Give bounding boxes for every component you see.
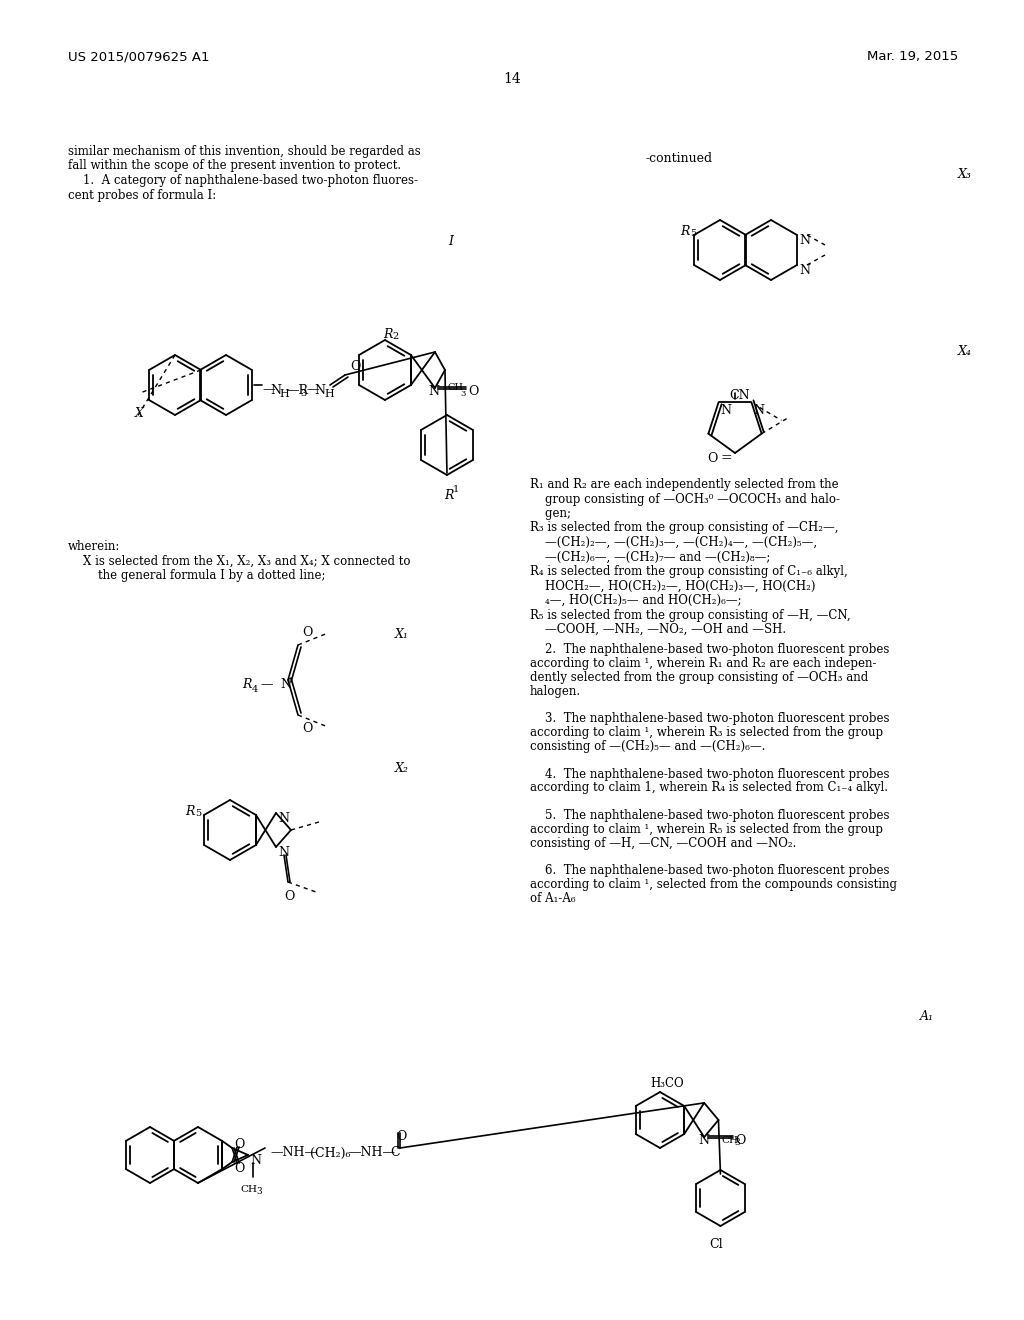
Text: ₄—, HO(CH₂)₅— and HO(CH₂)₆—;: ₄—, HO(CH₂)₅— and HO(CH₂)₆—; — [530, 594, 741, 607]
Text: 2.  The naphthalene-based two-photon fluorescent probes: 2. The naphthalene-based two-photon fluo… — [530, 644, 890, 656]
Text: 5: 5 — [195, 809, 201, 818]
Text: N: N — [270, 384, 281, 396]
Text: C: C — [390, 1147, 399, 1159]
Text: O: O — [350, 360, 360, 374]
Text: H: H — [324, 389, 334, 399]
Text: H: H — [279, 389, 289, 399]
Text: 2: 2 — [392, 333, 398, 341]
Text: 1.  A category of naphthalene-based two-photon fluores-: 1. A category of naphthalene-based two-p… — [68, 174, 418, 187]
Text: R₄ is selected from the group consisting of C₁₋₆ alkyl,: R₄ is selected from the group consisting… — [530, 565, 848, 578]
Text: consisting of —H, —CN, —COOH and —NO₂.: consisting of —H, —CN, —COOH and —NO₂. — [530, 837, 797, 850]
Text: —COOH, —NH₂, —NO₂, —OH and —SH.: —COOH, —NH₂, —NO₂, —OH and —SH. — [530, 623, 786, 636]
Text: N: N — [280, 678, 291, 692]
Text: group consisting of —OCH₃⁰ —OCOCH₃ and halo-: group consisting of —OCH₃⁰ —OCOCH₃ and h… — [530, 492, 840, 506]
Text: X₄: X₄ — [958, 345, 972, 358]
Text: —: — — [306, 384, 318, 396]
Text: O: O — [302, 627, 312, 639]
Text: the general formula I by a dotted line;: the general formula I by a dotted line; — [68, 569, 326, 582]
Text: according to claim ¹, wherein R₅ is selected from the group: according to claim ¹, wherein R₅ is sele… — [530, 822, 883, 836]
Text: —(CH₂)₂—, —(CH₂)₃—, —(CH₂)₄—, —(CH₂)₅—,: —(CH₂)₂—, —(CH₂)₃—, —(CH₂)₄—, —(CH₂)₅—, — [530, 536, 817, 549]
Text: 3: 3 — [256, 1187, 261, 1196]
Text: =: = — [720, 451, 731, 465]
Text: CH: CH — [447, 384, 464, 392]
Text: O: O — [735, 1134, 745, 1147]
Text: —NH—: —NH— — [270, 1147, 317, 1159]
Text: X₂: X₂ — [395, 762, 409, 775]
Text: 3: 3 — [734, 1138, 740, 1147]
Text: N: N — [278, 812, 289, 825]
Text: 4.  The naphthalene-based two-photon fluorescent probes: 4. The naphthalene-based two-photon fluo… — [530, 768, 890, 780]
Text: X is selected from the X₁, X₂, X₃ and X₄; X connected to: X is selected from the X₁, X₂, X₃ and X₄… — [68, 554, 411, 568]
Text: X: X — [135, 407, 144, 420]
Text: according to claim ¹, selected from the compounds consisting: according to claim ¹, selected from the … — [530, 878, 897, 891]
Text: N: N — [314, 384, 325, 396]
Text: R: R — [444, 488, 454, 502]
Text: 6.  The naphthalene-based two-photon fluorescent probes: 6. The naphthalene-based two-photon fluo… — [530, 865, 890, 878]
Text: R: R — [242, 678, 251, 692]
Text: —(CH₂)₆—, —(CH₂)₇— and —(CH₂)₈—;: —(CH₂)₆—, —(CH₂)₇— and —(CH₂)₈—; — [530, 550, 770, 564]
Text: X₁: X₁ — [395, 628, 409, 642]
Text: A₁: A₁ — [920, 1010, 934, 1023]
Text: N: N — [250, 1154, 261, 1167]
Text: according to claim ¹, wherein R₁ and R₂ are each indepen-: according to claim ¹, wherein R₁ and R₂ … — [530, 657, 877, 671]
Text: O: O — [234, 1138, 245, 1151]
Text: I: I — [449, 235, 453, 248]
Text: R₅ is selected from the group consisting of —H, —CN,: R₅ is selected from the group consisting… — [530, 609, 851, 622]
Text: O: O — [284, 890, 294, 903]
Text: O: O — [468, 385, 478, 399]
Text: N: N — [428, 385, 439, 399]
Text: US 2015/0079625 A1: US 2015/0079625 A1 — [68, 50, 210, 63]
Text: O: O — [302, 722, 312, 735]
Text: gen;: gen; — [530, 507, 571, 520]
Text: Cl: Cl — [710, 1238, 723, 1251]
Text: fall within the scope of the present invention to protect.: fall within the scope of the present inv… — [68, 160, 401, 173]
Text: O: O — [234, 1162, 245, 1175]
Text: 1: 1 — [453, 484, 459, 494]
Text: —: — — [262, 384, 274, 396]
Text: -continued: -continued — [645, 152, 712, 165]
Text: R: R — [680, 224, 689, 238]
Text: —R: —R — [286, 384, 308, 396]
Text: consisting of —(CH₂)₅— and —(CH₂)₆—.: consisting of —(CH₂)₅— and —(CH₂)₆—. — [530, 741, 765, 754]
Text: similar mechanism of this invention, should be regarded as: similar mechanism of this invention, sho… — [68, 145, 421, 158]
Text: N: N — [278, 846, 289, 858]
Text: O: O — [396, 1130, 407, 1143]
Text: (CH₂)₆: (CH₂)₆ — [310, 1147, 350, 1159]
Text: H₃CO: H₃CO — [650, 1077, 684, 1090]
Text: —NH—: —NH— — [348, 1147, 395, 1159]
Text: according to claim ¹, wherein R₃ is selected from the group: according to claim ¹, wherein R₃ is sele… — [530, 726, 883, 739]
Text: 3.  The naphthalene-based two-photon fluorescent probes: 3. The naphthalene-based two-photon fluo… — [530, 713, 890, 726]
Text: 5.  The naphthalene-based two-photon fluorescent probes: 5. The naphthalene-based two-photon fluo… — [530, 809, 890, 822]
Text: R₁ and R₂ are each independently selected from the: R₁ and R₂ are each independently selecte… — [530, 478, 839, 491]
Text: halogen.: halogen. — [530, 685, 582, 698]
Text: O: O — [707, 451, 718, 465]
Text: R₃ is selected from the group consisting of —CH₂—,: R₃ is selected from the group consisting… — [530, 521, 839, 535]
Text: CH: CH — [240, 1185, 257, 1195]
Text: CN: CN — [729, 389, 750, 403]
Text: dently selected from the group consisting of —OCH₃ and: dently selected from the group consistin… — [530, 671, 868, 684]
Text: N: N — [754, 404, 765, 417]
Text: CH: CH — [722, 1137, 738, 1144]
Text: according to claim 1, wherein R₄ is selected from C₁₋₄ alkyl.: according to claim 1, wherein R₄ is sele… — [530, 781, 888, 795]
Text: of A₁-A₆: of A₁-A₆ — [530, 892, 575, 906]
Text: R: R — [185, 805, 195, 818]
Text: N: N — [799, 234, 810, 247]
Text: Mar. 19, 2015: Mar. 19, 2015 — [866, 50, 958, 63]
Text: 3: 3 — [300, 389, 306, 399]
Text: N: N — [721, 404, 731, 417]
Text: X₃: X₃ — [958, 168, 972, 181]
Text: N: N — [698, 1134, 710, 1147]
Text: N: N — [799, 264, 810, 276]
Text: cent probes of formula I:: cent probes of formula I: — [68, 189, 216, 202]
Text: —: — — [260, 678, 272, 692]
Text: 4: 4 — [252, 685, 258, 693]
Text: wherein:: wherein: — [68, 540, 121, 553]
Text: HOCH₂—, HO(CH₂)₂—, HO(CH₂)₃—, HO(CH₂): HOCH₂—, HO(CH₂)₂—, HO(CH₂)₃—, HO(CH₂) — [530, 579, 815, 593]
Text: R: R — [383, 327, 392, 341]
Text: 14: 14 — [503, 73, 521, 86]
Text: 5: 5 — [690, 228, 696, 238]
Text: 3: 3 — [460, 389, 465, 399]
